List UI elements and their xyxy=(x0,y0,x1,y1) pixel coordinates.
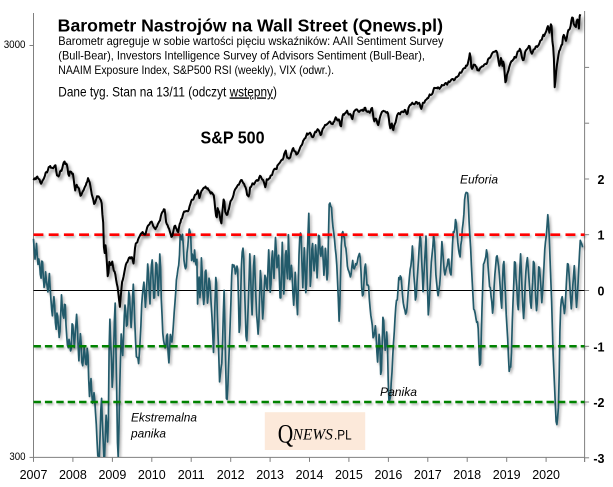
svg-text:2019: 2019 xyxy=(493,468,521,482)
svg-text:panika: panika xyxy=(130,427,166,441)
svg-text:0: 0 xyxy=(598,285,605,299)
svg-text:Ekstremalna: Ekstremalna xyxy=(131,411,197,425)
svg-text:2013: 2013 xyxy=(256,468,284,482)
svg-text:NEWS: NEWS xyxy=(292,427,333,444)
svg-text:2016: 2016 xyxy=(374,468,402,482)
svg-text:2007: 2007 xyxy=(20,468,48,482)
svg-text:.PL: .PL xyxy=(334,428,352,443)
svg-text:Barometr Nastrojów na Wall Str: Barometr Nastrojów na Wall Street (Qnews… xyxy=(58,15,443,35)
svg-text:Panika: Panika xyxy=(380,385,417,399)
svg-text:S&P 500: S&P 500 xyxy=(201,128,265,147)
svg-text:2014: 2014 xyxy=(296,468,324,482)
svg-text:3000: 3000 xyxy=(4,39,26,51)
svg-text:NAAIM Exposure Index, S&P500 R: NAAIM Exposure Index, S&P500 RSI (weekly… xyxy=(58,63,334,77)
svg-text:1: 1 xyxy=(598,229,605,243)
svg-text:2015: 2015 xyxy=(335,468,363,482)
svg-text:2012: 2012 xyxy=(217,468,245,482)
svg-text:Euforia: Euforia xyxy=(460,172,498,186)
svg-text:Barometr agreguje w sobie wart: Barometr agreguje w sobie wartości pięci… xyxy=(58,34,443,48)
svg-text:Dane tyg. Stan na 13/11 (odczy: Dane tyg. Stan na 13/11 (odczyt wstępny) xyxy=(58,84,277,99)
svg-text:300: 300 xyxy=(9,451,25,463)
svg-text:2008: 2008 xyxy=(59,468,87,482)
svg-text:-3: -3 xyxy=(593,452,604,466)
svg-text:2020: 2020 xyxy=(532,468,560,482)
svg-text:2009: 2009 xyxy=(98,468,126,482)
svg-text:2011: 2011 xyxy=(178,468,205,482)
svg-text:-2: -2 xyxy=(593,396,604,410)
svg-text:2018: 2018 xyxy=(453,468,481,482)
svg-text:2: 2 xyxy=(598,173,605,187)
svg-text:(Bull-Bear), Investors Intelli: (Bull-Bear), Investors Intelligence Surv… xyxy=(58,49,425,63)
svg-text:Q: Q xyxy=(278,419,294,448)
svg-text:2017: 2017 xyxy=(414,468,442,482)
svg-text:2010: 2010 xyxy=(138,468,166,482)
svg-text:-1: -1 xyxy=(593,340,604,354)
